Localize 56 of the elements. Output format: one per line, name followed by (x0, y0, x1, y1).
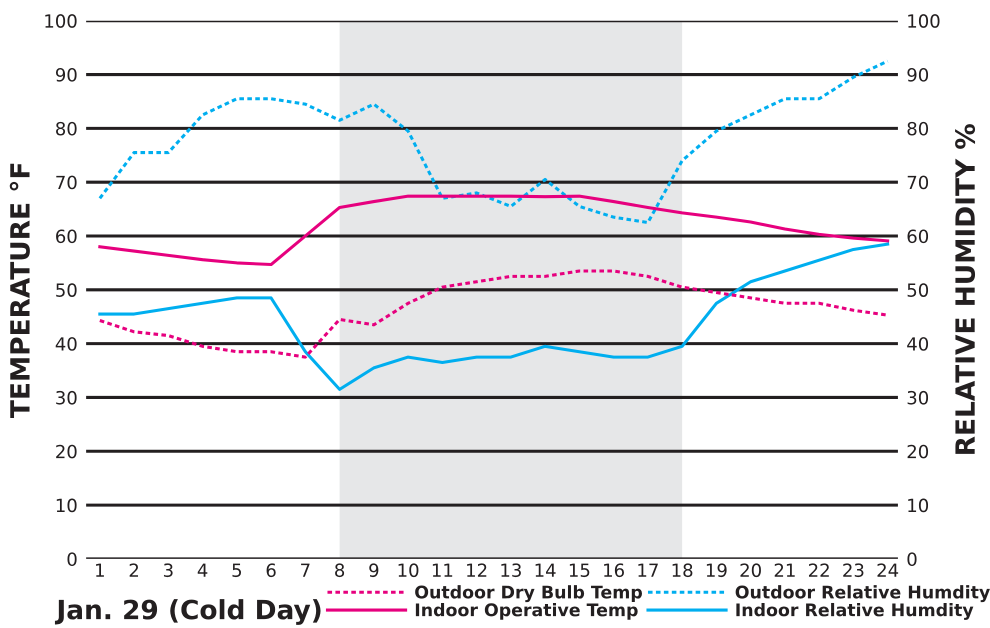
y2-tick-label: 40 (907, 337, 928, 351)
y-tick-label: 50 (56, 283, 77, 297)
x-tick-label: 10 (398, 563, 418, 578)
y2-tick-label: 100 (908, 14, 940, 28)
y2-tick-label: 20 (908, 444, 928, 458)
y2-tick-label: 0 (907, 552, 917, 566)
legend-label: Outdoor Relative Humdity (736, 585, 990, 602)
text: Jan. 29 (Cold Day) (54, 599, 321, 625)
y-tick-label: 60 (56, 229, 77, 244)
x-tick-label: 3 (164, 563, 173, 578)
y2-tick-label: 90 (907, 68, 928, 82)
x-tick-label: 12 (467, 563, 486, 577)
y-axis-title: TEMPERATURE °F (10, 164, 30, 418)
y2-axis-title: RELATIVE HUMIDITY % (955, 124, 976, 454)
x-tick-label: 23 (843, 563, 864, 578)
x-tick-label: 8 (335, 563, 344, 578)
x-tick-label: 22 (808, 563, 829, 577)
x-tick-label: 16 (604, 563, 624, 578)
x-tick-label: 4 (198, 564, 208, 577)
x-tick-label: 5 (232, 564, 242, 578)
legend-label: Indoor Relative Humdity (736, 602, 974, 620)
x-tick-label: 24 (877, 563, 898, 577)
line-series (98, 194, 890, 266)
x-tick-label: 17 (638, 564, 658, 577)
y-tick-label: 10 (56, 498, 77, 512)
line-series (98, 242, 890, 391)
x-tick-label: 1 (96, 564, 104, 577)
y-tick-label: 100 (45, 14, 77, 28)
x-tick-label: 9 (369, 563, 378, 578)
x-tick-label: 15 (570, 564, 590, 578)
x-tick-label: 18 (672, 563, 692, 578)
y2-tick-label: 30 (908, 390, 928, 405)
y-tick-label: 90 (56, 68, 77, 82)
y2-tick-label: 70 (908, 176, 928, 190)
x-tick-label: 2 (130, 563, 138, 577)
y2-tick-label: 60 (908, 229, 928, 244)
legend-label: Outdoor Dry Bulb Temp (415, 585, 642, 602)
y-tick-label: 80 (56, 122, 77, 136)
y-tick-label: 0 (68, 552, 77, 566)
x-tick-label: 13 (501, 563, 521, 578)
legend-label: Indoor Operative Temp (416, 602, 638, 620)
x-tick-label: 20 (740, 563, 761, 578)
y2-tick-label: 50 (908, 283, 928, 297)
x-tick-label: 19 (706, 563, 727, 578)
y-tick-label: 70 (56, 176, 77, 190)
line-series (98, 60, 890, 224)
x-tick-label: 14 (536, 564, 556, 577)
x-tick-label: 7 (301, 564, 310, 577)
y-tick-label: 30 (56, 390, 77, 405)
y2-tick-label: 80 (907, 122, 928, 136)
x-tick-label: 6 (266, 563, 276, 578)
y-tick-label: 40 (56, 337, 77, 351)
y-tick-label: 20 (56, 444, 77, 458)
x-tick-label: 11 (432, 564, 452, 577)
x-tick-label: 21 (774, 563, 795, 577)
y2-tick-label: 10 (908, 498, 928, 512)
